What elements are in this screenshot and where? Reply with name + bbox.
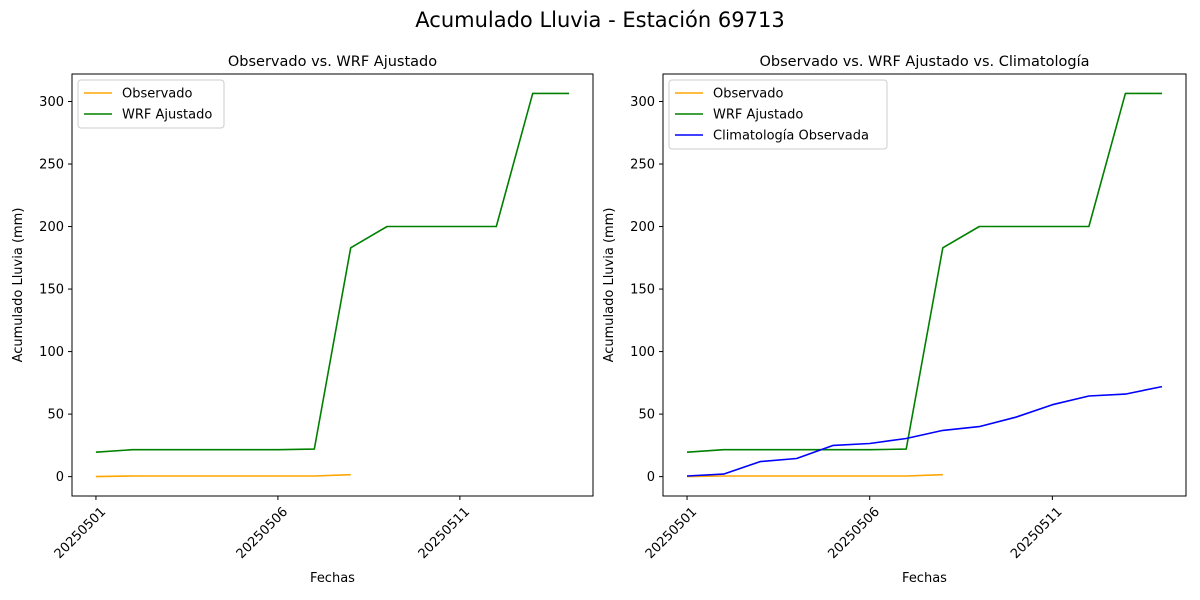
legend: Observado WRF Ajustado: [77, 79, 225, 129]
y-tick-label: 100: [630, 345, 655, 360]
y-tick-label: 250: [630, 158, 655, 173]
legend-label: Climatología Observada: [713, 129, 869, 144]
x-axis-label: Fechas: [902, 571, 947, 586]
x-tick-label: 20250511: [416, 505, 473, 562]
y-tick-label: 0: [56, 470, 64, 485]
x-tick-label: 20250506: [825, 505, 882, 562]
series-line-observado: [95, 473, 351, 478]
y-tick-label: 300: [630, 95, 655, 110]
y-tick-label: 300: [39, 95, 64, 110]
y-tick-label: 0: [647, 470, 655, 485]
y-tick-label: 50: [47, 408, 64, 423]
series-line-observado: [686, 473, 943, 478]
series-line-wrf-ajustado: [95, 92, 570, 453]
chart-panel-1: Observado vs. WRF Ajustado 0 50 100 150 200 25…: [11, 54, 594, 586]
x-tick-label: 20250506: [234, 505, 291, 562]
y-tick-label: 150: [39, 283, 64, 298]
x-axis-label: Fechas: [310, 571, 355, 586]
y-tick-label: 50: [638, 408, 655, 423]
legend-label: WRF Ajustado: [122, 108, 212, 123]
chart-title: Observado vs. WRF Ajustado: [228, 54, 437, 70]
x-tick-label: 20250511: [1008, 505, 1065, 562]
plot-frame: [662, 73, 1187, 497]
legend: Observado WRF Ajustado Climatología Observ…: [668, 79, 888, 150]
y-tick-label: 250: [39, 158, 64, 173]
chart-panel-2: Observado vs. WRF Ajustado vs. Climatolo…: [602, 54, 1187, 586]
y-tick-label: 200: [39, 220, 64, 235]
y-tick-label: 200: [630, 220, 655, 235]
y-axis-label: Acumulado Lluvia (mm): [602, 208, 617, 363]
y-axis-label: Acumulado Lluvia (mm): [11, 208, 26, 363]
y-tick-label: 150: [630, 283, 655, 298]
legend-box: [668, 79, 888, 150]
y-tick-label: 100: [39, 345, 64, 360]
plot-frame: [71, 73, 594, 497]
x-tick-label: 20250501: [643, 505, 700, 562]
figure-title: Acumulado Lluvia - Estación 69713: [415, 8, 785, 32]
legend-label: Observado: [713, 87, 784, 102]
series-line-wrf-ajustado: [686, 92, 1162, 453]
legend-box: [77, 79, 225, 129]
legend-label: Observado: [122, 87, 193, 102]
legend-label: WRF Ajustado: [713, 108, 803, 123]
chart-title: Observado vs. WRF Ajustado vs. Climatolo…: [760, 54, 1090, 70]
series-line-climatolog-a-observada: [686, 385, 1163, 477]
x-tick-label: 20250501: [52, 505, 109, 562]
